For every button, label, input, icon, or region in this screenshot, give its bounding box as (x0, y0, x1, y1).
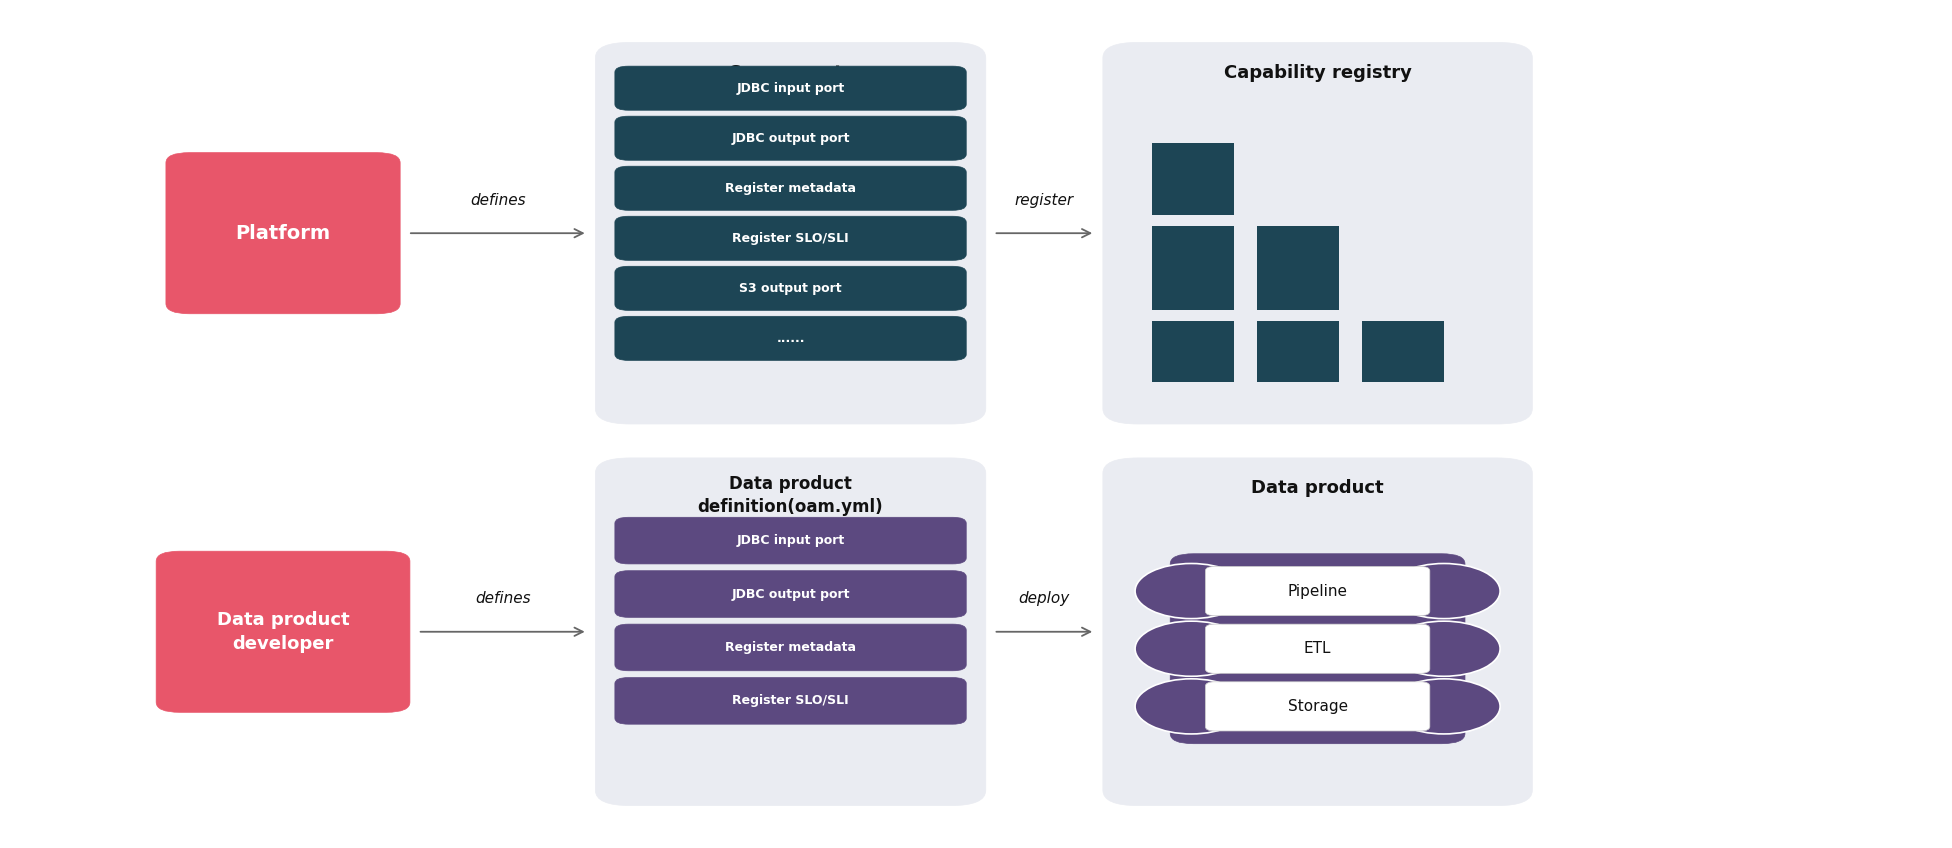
FancyBboxPatch shape (615, 216, 966, 260)
Text: Components: Components (728, 64, 853, 81)
FancyBboxPatch shape (1103, 42, 1532, 424)
Text: JDBC input port: JDBC input port (736, 81, 845, 95)
Text: ......: ...... (777, 332, 804, 345)
Bar (1152, 143, 1234, 215)
Bar (1257, 226, 1339, 310)
FancyBboxPatch shape (156, 551, 410, 712)
Bar (1152, 226, 1234, 310)
Text: Register SLO/SLI: Register SLO/SLI (732, 232, 849, 245)
FancyBboxPatch shape (615, 571, 966, 617)
Text: defines: defines (474, 591, 531, 606)
Text: JDBC input port: JDBC input port (736, 534, 845, 547)
FancyBboxPatch shape (166, 153, 400, 314)
Bar (1152, 321, 1234, 382)
FancyBboxPatch shape (1171, 554, 1464, 744)
Text: Pipeline: Pipeline (1288, 583, 1347, 599)
Text: JDBC output port: JDBC output port (732, 131, 849, 145)
Ellipse shape (1388, 678, 1499, 734)
Text: Data product
definition(oam.yml): Data product definition(oam.yml) (697, 475, 884, 516)
FancyBboxPatch shape (595, 458, 986, 806)
Text: Data product: Data product (1251, 479, 1384, 497)
Bar (1362, 321, 1444, 382)
FancyBboxPatch shape (615, 678, 966, 724)
FancyBboxPatch shape (615, 517, 966, 564)
Ellipse shape (1136, 678, 1247, 734)
Text: Platform: Platform (236, 224, 330, 243)
Text: Data product
developer: Data product developer (217, 611, 349, 653)
Bar (1257, 321, 1339, 382)
Ellipse shape (1136, 563, 1247, 619)
FancyBboxPatch shape (595, 42, 986, 424)
Text: Capability registry: Capability registry (1224, 64, 1411, 81)
Text: Storage: Storage (1288, 699, 1347, 714)
Text: Register metadata: Register metadata (724, 181, 857, 195)
FancyBboxPatch shape (1204, 566, 1429, 616)
Text: Register metadata: Register metadata (724, 641, 857, 654)
FancyBboxPatch shape (1204, 682, 1429, 731)
FancyBboxPatch shape (615, 266, 966, 310)
Ellipse shape (1388, 563, 1499, 619)
Ellipse shape (1388, 621, 1499, 677)
Text: ETL: ETL (1304, 641, 1331, 656)
FancyBboxPatch shape (1204, 624, 1429, 673)
FancyBboxPatch shape (615, 116, 966, 160)
Ellipse shape (1136, 621, 1247, 677)
Text: defines: defines (470, 192, 525, 208)
FancyBboxPatch shape (615, 624, 966, 671)
Text: S3 output port: S3 output port (740, 282, 841, 295)
Text: JDBC output port: JDBC output port (732, 588, 849, 600)
Text: deploy: deploy (1019, 591, 1070, 606)
Text: Register SLO/SLI: Register SLO/SLI (732, 695, 849, 707)
FancyBboxPatch shape (615, 166, 966, 210)
FancyBboxPatch shape (615, 66, 966, 110)
FancyBboxPatch shape (1103, 458, 1532, 806)
Text: register: register (1015, 192, 1074, 208)
FancyBboxPatch shape (615, 316, 966, 360)
